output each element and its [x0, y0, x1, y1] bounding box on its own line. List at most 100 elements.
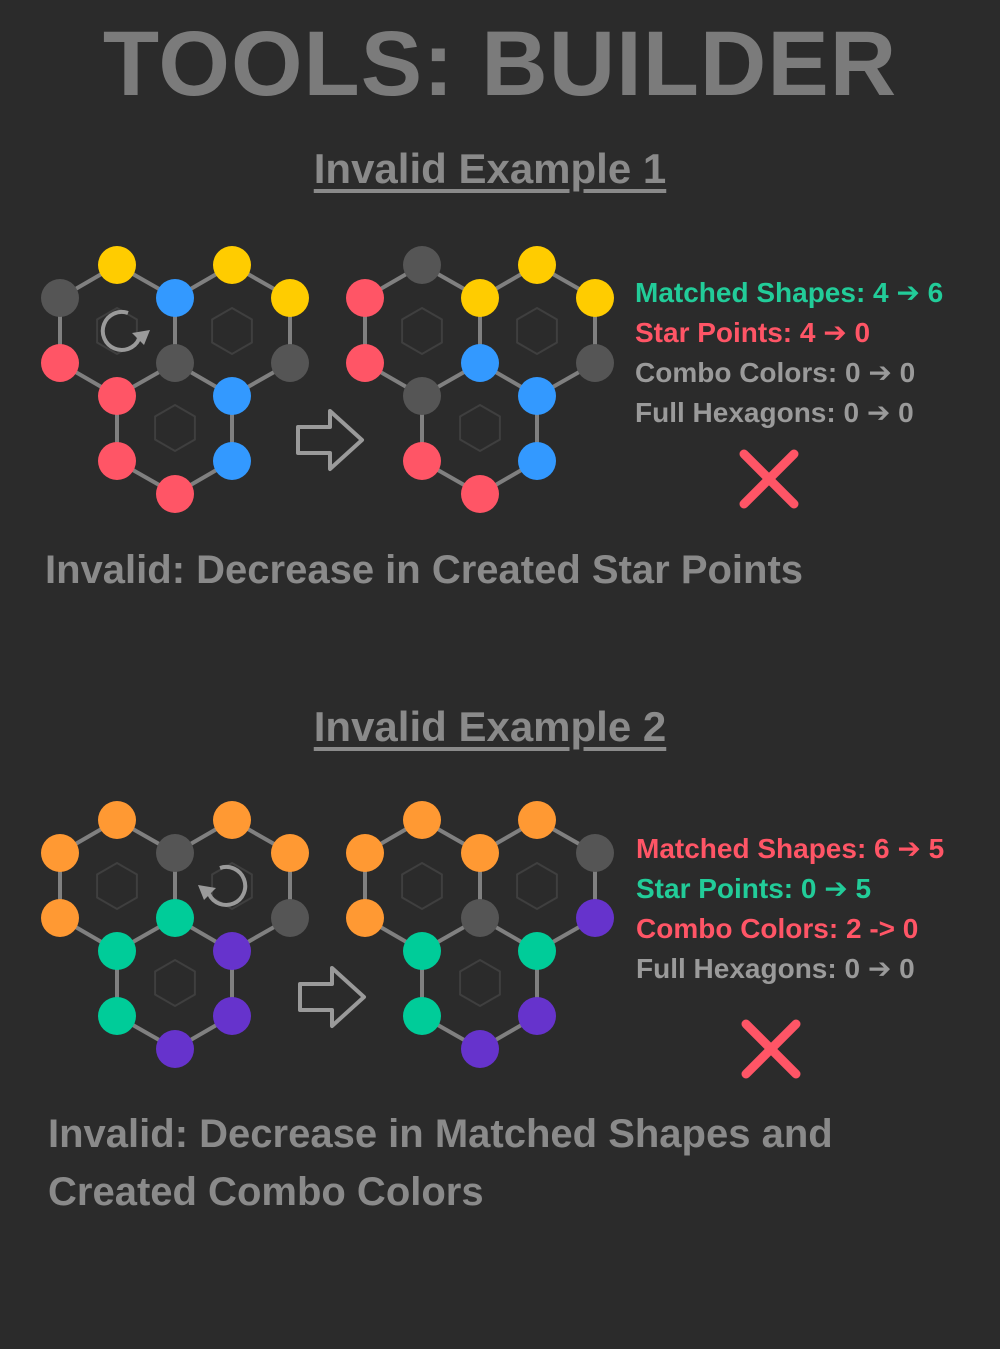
- board-node-yellow: [271, 279, 309, 317]
- stat-label: Combo Colors: 2 -> 0: [636, 913, 919, 944]
- stat-label: Matched Shapes: 6: [636, 833, 890, 864]
- example-1-after-board: [346, 246, 614, 513]
- invalid-x-icon: [741, 1019, 801, 1079]
- hex-cell-2-outline: [211, 861, 253, 911]
- board-node-gray: [271, 899, 309, 937]
- board-node-blue: [213, 442, 251, 480]
- example-2-before-board: [41, 801, 309, 1068]
- example-2-after-board: [346, 801, 614, 1068]
- rotate-clockwise-icon: [100, 309, 150, 352]
- stat-label: Full Hexagons: 0: [636, 953, 861, 984]
- stat-row: Combo Colors: 2 -> 0: [636, 909, 944, 949]
- board-node-gray: [41, 279, 79, 317]
- stat-value: 5: [855, 873, 872, 904]
- board-node-orange: [98, 801, 136, 839]
- board-node-purple: [156, 1030, 194, 1068]
- hex-cell-1-outline: [96, 861, 138, 911]
- board-node-orange: [41, 834, 79, 872]
- hex-cell-3-outline: [459, 403, 501, 453]
- board-node-purple: [213, 997, 251, 1035]
- board-node-teal: [98, 932, 136, 970]
- board-node-teal: [403, 932, 441, 970]
- stat-value: 0: [898, 397, 914, 428]
- board-node-orange: [346, 834, 384, 872]
- hex-cell-1-outline: [96, 306, 138, 356]
- board-node-yellow: [98, 246, 136, 284]
- board-node-purple: [461, 1030, 499, 1068]
- board-node-red: [156, 475, 194, 513]
- board-node-teal: [403, 997, 441, 1035]
- board-node-orange: [346, 899, 384, 937]
- stat-row: Combo Colors: 0 ➔ 0: [635, 353, 943, 393]
- transition-arrow-icon: [298, 966, 366, 1028]
- board-node-orange: [41, 899, 79, 937]
- board-node-red: [98, 442, 136, 480]
- stat-label: Matched Shapes: 4: [635, 277, 889, 308]
- example-2-verdict-line-2: Created Combo Colors: [48, 1170, 484, 1214]
- hex-cell-2-outline: [516, 861, 558, 911]
- stat-value: 6: [927, 277, 944, 308]
- stat-label: Full Hexagons: 0: [635, 397, 860, 428]
- board-node-gray: [271, 344, 309, 382]
- example-2-verdict: Invalid: Decrease in Matched Shapes and …: [48, 1105, 833, 1221]
- stat-value: 5: [928, 833, 945, 864]
- board-node-purple: [576, 899, 614, 937]
- board-node-gray: [403, 377, 441, 415]
- stat-label: Star Points: 4: [635, 317, 816, 348]
- board-node-purple: [213, 932, 251, 970]
- board-node-orange: [271, 834, 309, 872]
- board-node-gray: [461, 899, 499, 937]
- board-node-red: [346, 279, 384, 317]
- hex-cell-3-outline: [154, 958, 196, 1008]
- example-2-title: Invalid Example 2: [313, 703, 667, 750]
- transition-arrow-icon: [296, 409, 364, 471]
- stat-label: Combo Colors: 0: [635, 357, 861, 388]
- board-node-yellow: [518, 246, 556, 284]
- board-node-blue: [213, 377, 251, 415]
- rotate-counterclockwise-icon: [198, 864, 248, 907]
- board-node-gray: [156, 344, 194, 382]
- board-node-purple: [518, 997, 556, 1035]
- stat-row: Matched Shapes: 4 ➔ 6: [635, 273, 943, 313]
- board-node-teal: [98, 997, 136, 1035]
- hex-cell-2-outline: [211, 306, 253, 356]
- stat-value: 0: [899, 357, 916, 388]
- right-arrow-icon: ➔: [859, 397, 899, 428]
- example-1-title: Invalid Example 1: [313, 145, 667, 192]
- board-node-gray: [403, 246, 441, 284]
- board-node-blue: [461, 344, 499, 382]
- board-node-gray: [156, 834, 194, 872]
- board-node-blue: [518, 377, 556, 415]
- board-node-orange: [518, 801, 556, 839]
- stat-value: 0: [899, 953, 915, 984]
- stat-row: Full Hexagons: 0 ➔ 0: [636, 949, 944, 989]
- board-node-orange: [461, 834, 499, 872]
- hex-cell-1-outline: [401, 306, 443, 356]
- stat-row: Full Hexagons: 0 ➔ 0: [635, 393, 943, 433]
- hex-cell-2-outline: [516, 306, 558, 356]
- stat-row: Star Points: 0 ➔ 5: [636, 869, 944, 909]
- right-arrow-icon: ➔: [816, 873, 856, 904]
- right-arrow-icon: ➔: [860, 953, 900, 984]
- right-arrow-icon: ➔: [815, 317, 855, 348]
- board-node-red: [346, 344, 384, 382]
- board-node-blue: [518, 442, 556, 480]
- hex-cell-3-outline: [154, 403, 196, 453]
- board-node-red: [41, 344, 79, 382]
- board-node-gray: [576, 834, 614, 872]
- page-title: TOOLS: BUILDER: [102, 13, 898, 115]
- example-1-verdict: Invalid: Decrease in Created Star Points: [45, 548, 804, 592]
- right-arrow-icon: ➔: [860, 357, 900, 388]
- board-node-orange: [213, 801, 251, 839]
- board-node-red: [461, 475, 499, 513]
- right-arrow-icon: ➔: [888, 277, 928, 308]
- hex-cell-1-outline: [401, 861, 443, 911]
- board-node-red: [98, 377, 136, 415]
- board-node-teal: [156, 899, 194, 937]
- stat-row: Star Points: 4 ➔ 0: [635, 313, 943, 353]
- board-node-teal: [518, 932, 556, 970]
- stat-value: 0: [854, 317, 871, 348]
- stat-label: Star Points: 0: [636, 873, 817, 904]
